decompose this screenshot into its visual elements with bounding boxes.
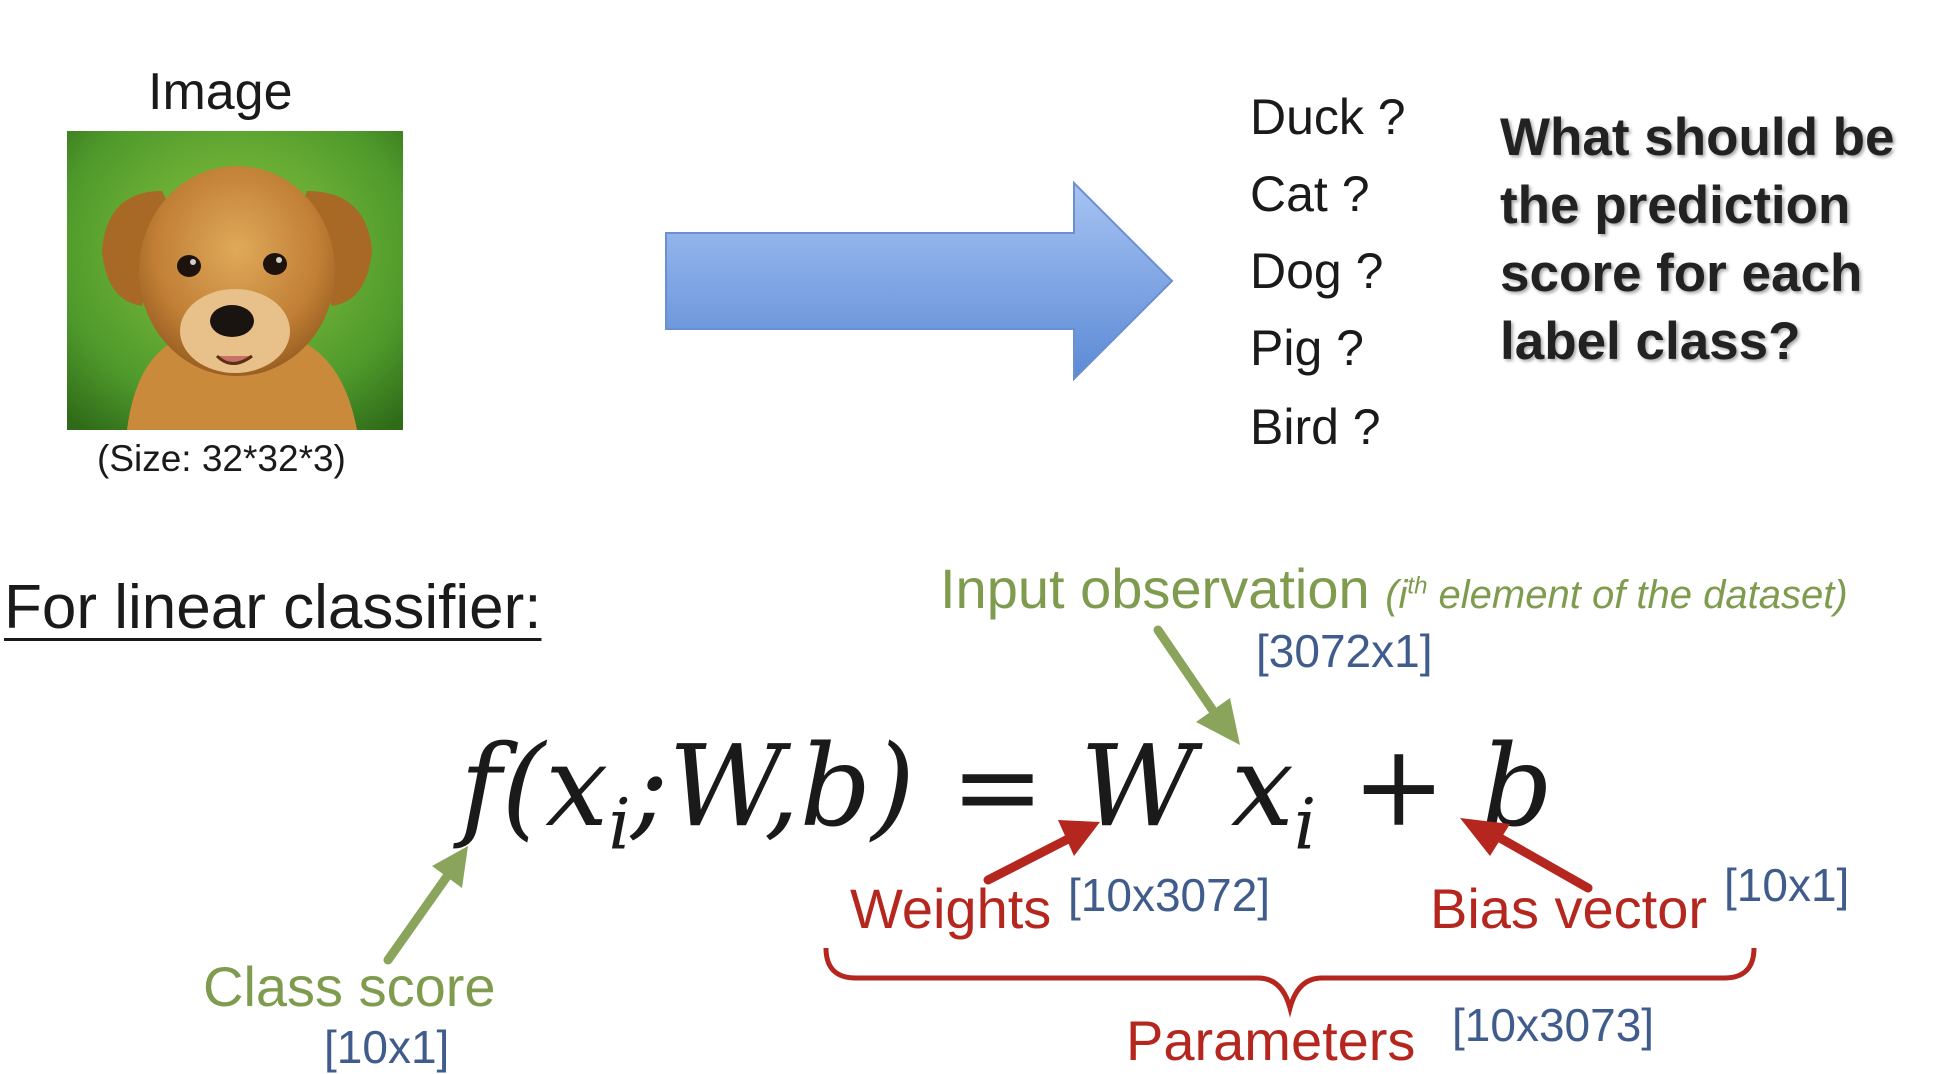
input-arrow-icon [1153, 625, 1221, 720]
class-score-label: Class score [203, 955, 496, 1018]
parameters-dimension: [10x3073] [1452, 999, 1655, 1051]
image-size-caption: (Size: 32*32*3) [97, 438, 346, 479]
class-label-bird: Bird ? [1250, 399, 1381, 455]
weights-arrowhead-icon [1058, 820, 1100, 856]
formula-lhs: f(x [460, 722, 609, 852]
class-label-dog: Dog ? [1250, 243, 1384, 299]
bias-dimension: [10x1] [1724, 859, 1850, 911]
class-score-arrow-icon [383, 870, 453, 965]
input-observation-text: Input observation [940, 557, 1370, 620]
weights-arrow-icon [983, 833, 1075, 885]
weights-label: Weights [850, 877, 1052, 940]
input-note-suffix: element of the dataset) [1427, 573, 1848, 617]
class-score-arrowhead-icon [432, 846, 468, 888]
class-label-duck: Duck ? [1250, 89, 1406, 145]
section-heading: For linear classifier: [4, 573, 542, 642]
bias-arrow-icon [1495, 833, 1593, 893]
input-dimension: [3072x1] [1256, 625, 1433, 677]
right-arrow-icon [664, 180, 1184, 395]
class-label-pig: Pig ? [1250, 320, 1364, 376]
formula-rhs: + b [1316, 722, 1554, 852]
input-observation-label: Input observation (ith element of the da… [940, 556, 1848, 621]
puppy-photo [67, 131, 403, 430]
class-label-cat: Cat ? [1250, 166, 1370, 222]
input-observation-note: (ith element of the dataset) [1385, 573, 1848, 617]
parameters-label: Parameters [1126, 1009, 1416, 1072]
formula-lhs-subscript: i [608, 783, 631, 866]
formula-middle: ;W,b) = W x [630, 722, 1294, 852]
formula-rhs-subscript: i [1293, 783, 1317, 866]
linear-classifier-formula: f(xi;W,b) = W xi + b [460, 722, 1553, 865]
bias-arrowhead-icon [1460, 818, 1510, 856]
input-note-superscript: th [1407, 572, 1428, 600]
prediction-question: What should be the prediction score for … [1500, 108, 1895, 371]
class-score-dimension: [10x1] [324, 1021, 450, 1073]
bias-vector-label: Bias vector [1430, 877, 1707, 940]
input-arrowhead-icon [1196, 698, 1240, 745]
input-note-prefix: (i [1385, 573, 1408, 617]
parameters-brace-icon [823, 947, 1757, 1018]
weights-dimension: [10x3072] [1068, 869, 1271, 921]
image-title: Image [148, 63, 293, 121]
